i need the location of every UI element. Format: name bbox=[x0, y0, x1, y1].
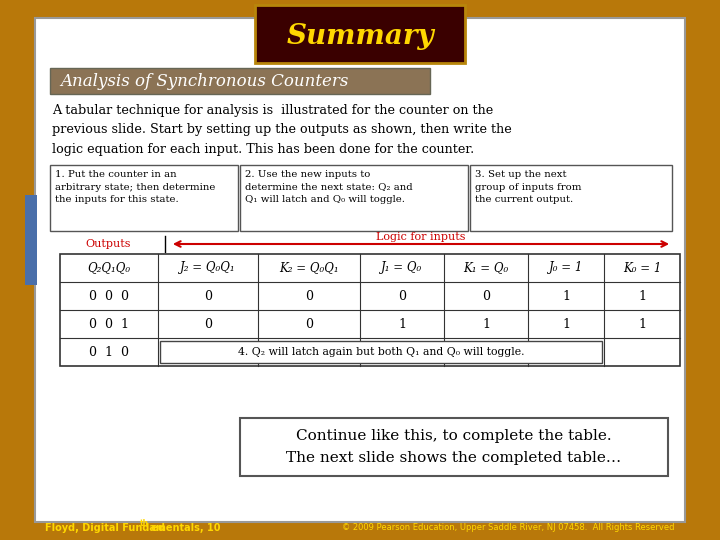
Text: 0: 0 bbox=[482, 289, 490, 302]
Text: 1: 1 bbox=[398, 318, 406, 330]
Text: 0: 0 bbox=[398, 289, 406, 302]
Bar bbox=[160, 341, 602, 363]
Text: Outputs: Outputs bbox=[85, 239, 131, 249]
Text: 1. Put the counter in an
arbitrary state; then determine
the inputs for this sta: 1. Put the counter in an arbitrary state… bbox=[55, 170, 215, 204]
Text: © 2009 Pearson Education, Upper Saddle River, NJ 07458.  All Rights Reserved: © 2009 Pearson Education, Upper Saddle R… bbox=[343, 523, 675, 532]
Text: 0  0  1: 0 0 1 bbox=[89, 318, 129, 330]
Text: A tabular technique for analysis is  illustrated for the counter on the
previous: A tabular technique for analysis is illu… bbox=[52, 104, 512, 156]
Bar bbox=[470, 165, 672, 231]
Text: Analysis of Synchronous Counters: Analysis of Synchronous Counters bbox=[60, 72, 348, 90]
Bar bbox=[255, 5, 465, 63]
Text: Q₂Q₁Q₀: Q₂Q₁Q₀ bbox=[87, 261, 130, 274]
Text: K₀ = 1: K₀ = 1 bbox=[623, 261, 661, 274]
Bar bbox=[240, 418, 668, 476]
Text: Logic for inputs: Logic for inputs bbox=[377, 232, 466, 242]
Bar bbox=[50, 165, 238, 231]
Text: 3. Set up the next
group of inputs from
the current output.: 3. Set up the next group of inputs from … bbox=[475, 170, 582, 204]
Text: 4. Q₂ will latch again but both Q₁ and Q₀ will toggle.: 4. Q₂ will latch again but both Q₁ and Q… bbox=[238, 347, 524, 357]
Text: ed: ed bbox=[148, 523, 165, 533]
Text: 0: 0 bbox=[204, 289, 212, 302]
Text: 1: 1 bbox=[638, 289, 646, 302]
Text: 0: 0 bbox=[305, 318, 313, 330]
Text: 0  1  0: 0 1 0 bbox=[89, 346, 129, 359]
Text: J₁ = Q₀: J₁ = Q₀ bbox=[382, 261, 423, 274]
Text: Summary: Summary bbox=[286, 23, 434, 50]
Text: th: th bbox=[140, 519, 149, 529]
Text: 1: 1 bbox=[562, 318, 570, 330]
Bar bbox=[240, 165, 468, 231]
Text: 0: 0 bbox=[204, 318, 212, 330]
Text: 0  0  0: 0 0 0 bbox=[89, 289, 129, 302]
Text: K₂ = Q₀Q₁: K₂ = Q₀Q₁ bbox=[279, 261, 339, 274]
Text: J₂ = Q₀Q₁: J₂ = Q₀Q₁ bbox=[180, 261, 236, 274]
Bar bbox=[60, 254, 680, 366]
Text: K₁ = Q₀: K₁ = Q₀ bbox=[464, 261, 508, 274]
Text: 0: 0 bbox=[305, 289, 313, 302]
Text: 2. Use the new inputs to
determine the next state: Q₂ and
Q₁ will latch and Q₀ w: 2. Use the new inputs to determine the n… bbox=[245, 170, 413, 204]
Text: Floyd, Digital Fundamentals, 10: Floyd, Digital Fundamentals, 10 bbox=[45, 523, 220, 533]
Bar bbox=[25, 195, 37, 285]
Text: 1: 1 bbox=[562, 289, 570, 302]
Text: Continue like this, to complete the table.
The next slide shows the completed ta: Continue like this, to complete the tabl… bbox=[287, 429, 621, 465]
Text: J₀ = 1: J₀ = 1 bbox=[549, 261, 583, 274]
Bar bbox=[50, 68, 430, 94]
Text: 1: 1 bbox=[638, 318, 646, 330]
Text: 1: 1 bbox=[482, 318, 490, 330]
